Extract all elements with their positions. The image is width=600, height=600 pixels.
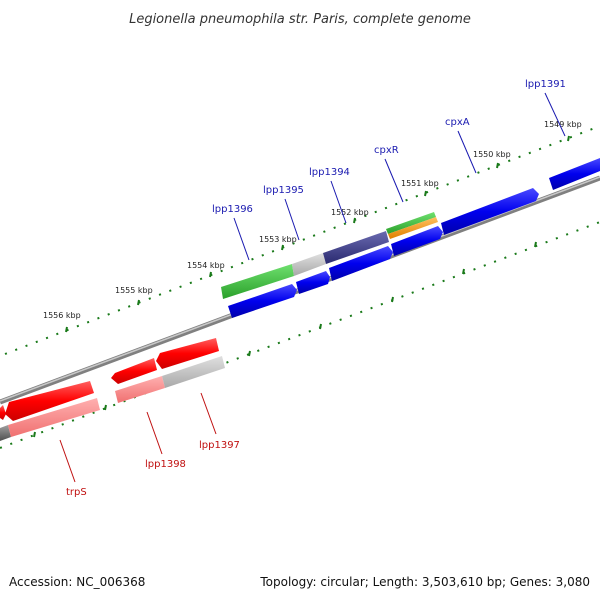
cds-feature	[115, 376, 165, 403]
cds-feature	[386, 212, 436, 234]
gene-label-lpp1395: lpp1395	[263, 185, 304, 196]
major-ticks	[65, 135, 570, 333]
kbp-label: 1549 kbp	[544, 120, 582, 129]
gene-label-lpp1397: lpp1397	[199, 440, 240, 451]
cds-feature	[323, 231, 389, 264]
cds-arrow	[228, 284, 297, 318]
cds-feature	[0, 425, 11, 441]
kbp-labels: 1556 kbp 1555 kbp 1554 kbp 1553 kbp 1552…	[43, 120, 582, 320]
reverse-cds-track	[0, 338, 219, 421]
gene-label-lpp1398: lpp1398	[145, 459, 186, 470]
kbp-label: 1550 kbp	[473, 150, 511, 159]
cds-arrow	[156, 338, 219, 369]
gene-label-lpp1396: lpp1396	[212, 204, 253, 215]
cds-arrow	[329, 246, 393, 281]
gene-label-cpxR: cpxR	[374, 145, 399, 156]
cds-feature	[8, 398, 100, 437]
kbp-label: 1551 kbp	[401, 179, 439, 188]
cds-arrow	[111, 358, 157, 384]
cds-arrow	[296, 271, 330, 294]
reverse-feature-track	[0, 356, 225, 441]
kbp-label: 1552 kbp	[331, 208, 369, 217]
cds-arrow	[0, 405, 6, 420]
cds-arrow	[441, 188, 539, 235]
forward-gene-labels: lpp1396 lpp1395 lpp1394 cpxR cpxA lpp139…	[212, 79, 566, 215]
kbp-label: 1556 kbp	[43, 311, 81, 320]
kbp-label: 1554 kbp	[187, 261, 225, 270]
inner-tick-row	[0, 221, 600, 449]
map-title: Legionella pneumophila str. Paris, compl…	[129, 12, 471, 27]
gene-label-cpxA: cpxA	[445, 117, 470, 128]
genome-summary-text: Topology: circular; Length: 3,503,610 bp…	[259, 575, 590, 589]
reverse-leaders	[59, 392, 217, 483]
cds-arrow	[549, 158, 600, 190]
cds-feature	[388, 217, 438, 239]
forward-feature-track	[221, 212, 438, 299]
cds-arrow	[5, 381, 94, 421]
tick-rows	[0, 125, 600, 449]
forward-cds-track	[228, 158, 600, 318]
outer-tick-row	[4, 125, 600, 355]
reverse-gene-labels: trpS lpp1398 lpp1397	[66, 440, 240, 498]
kbp-label: 1553 kbp	[259, 235, 297, 244]
gene-label-trpS: trpS	[66, 487, 87, 498]
cds-feature	[221, 264, 294, 299]
cds-arrow	[391, 226, 443, 256]
accession-text: Accession: NC_006368	[9, 575, 145, 589]
gene-label-lpp1391: lpp1391	[525, 79, 566, 90]
kbp-label: 1555 kbp	[115, 286, 153, 295]
cds-feature	[292, 253, 326, 276]
forward-leaders	[233, 92, 566, 261]
gene-label-lpp1394: lpp1394	[309, 167, 350, 178]
cds-feature	[162, 356, 225, 388]
